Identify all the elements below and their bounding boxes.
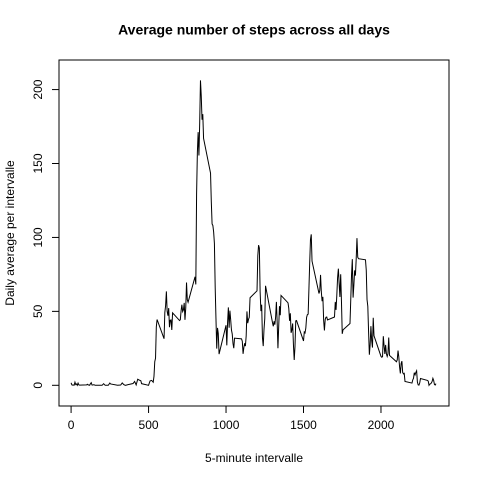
x-tick-label: 2000 bbox=[368, 418, 395, 432]
y-tick-label: 100 bbox=[31, 227, 45, 247]
y-tick-label: 50 bbox=[31, 304, 45, 318]
y-tick-label: 200 bbox=[31, 79, 45, 99]
y-tick-label: 0 bbox=[31, 382, 45, 389]
x-tick-label: 500 bbox=[139, 418, 159, 432]
x-tick-label: 1500 bbox=[290, 418, 317, 432]
y-tick-label: 150 bbox=[31, 153, 45, 173]
x-axis-label: 5-minute intervalle bbox=[205, 451, 303, 465]
chart-title: Average number of steps across all days bbox=[118, 22, 390, 38]
x-tick-label: 1000 bbox=[213, 418, 240, 432]
x-tick-label: 0 bbox=[68, 418, 75, 432]
y-axis-label: Daily average per intervalle bbox=[3, 160, 17, 306]
data-line bbox=[70, 80, 437, 387]
